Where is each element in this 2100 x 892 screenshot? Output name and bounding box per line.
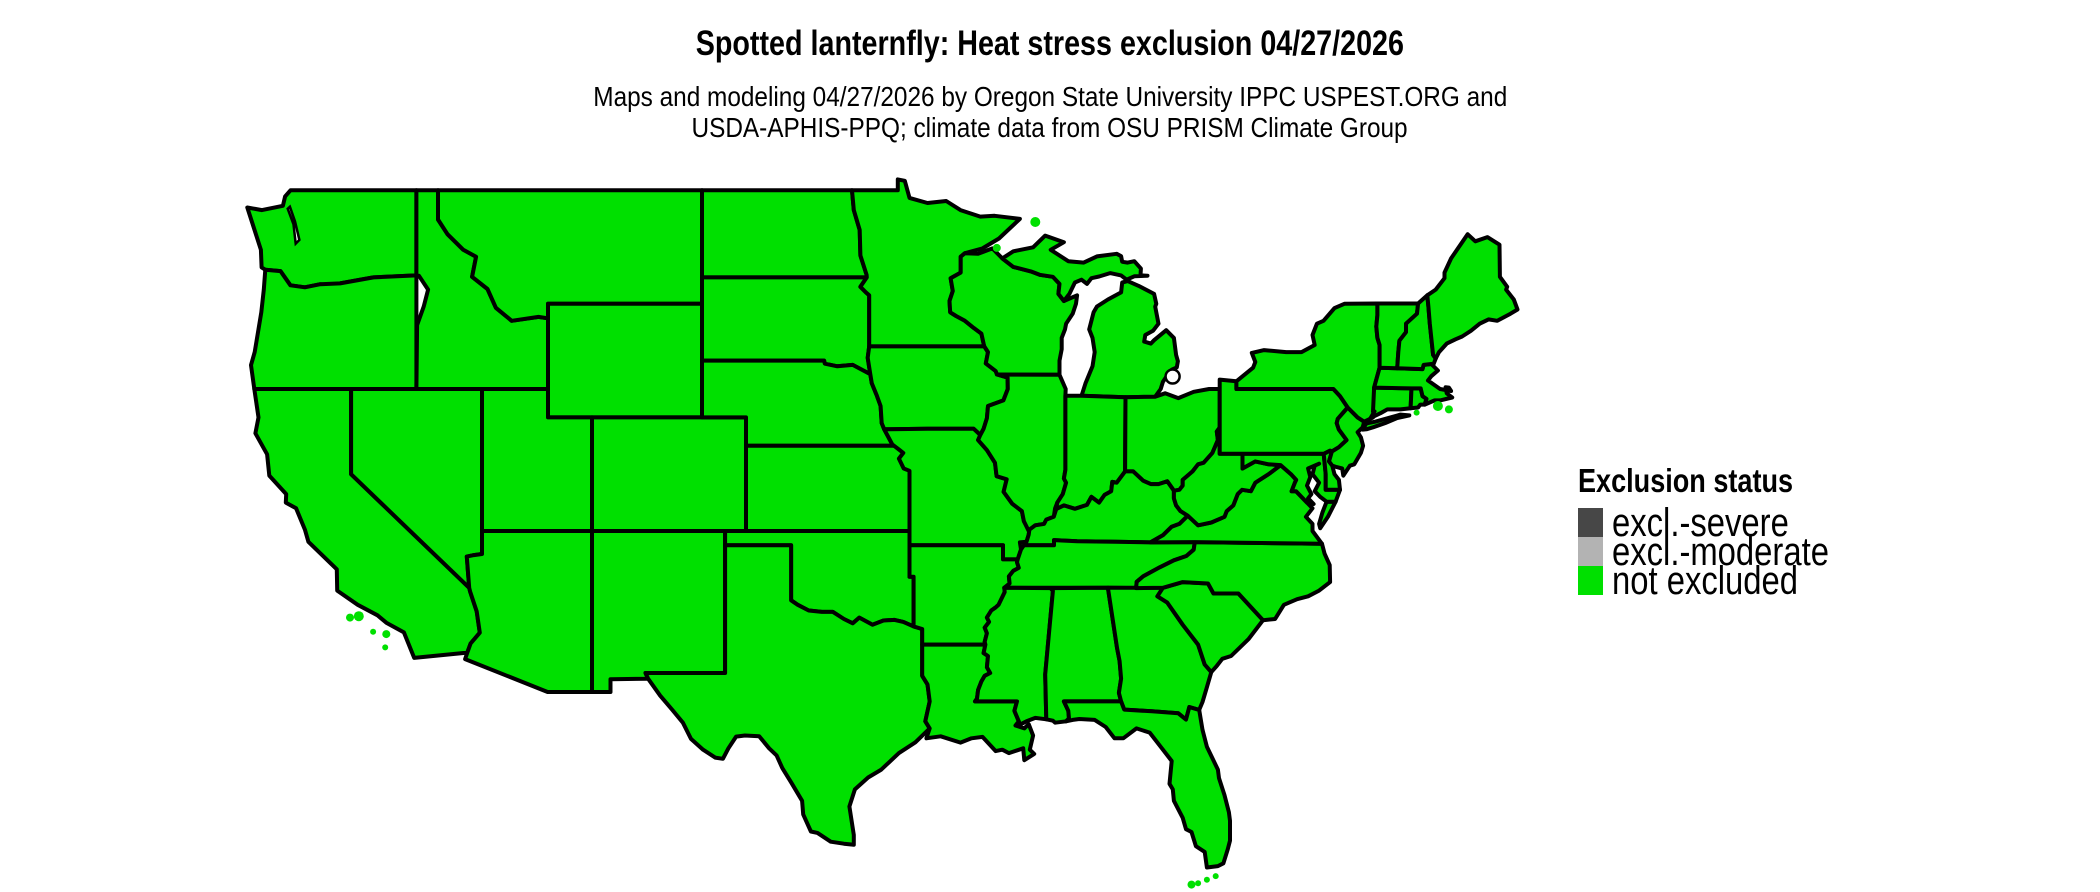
state-fl <box>1061 699 1232 870</box>
legend-item-severe: excl.-severe <box>1578 503 1877 543</box>
island-speck <box>1030 217 1041 227</box>
state-va <box>1317 499 1338 531</box>
island-speck <box>992 243 1001 252</box>
state-ny <box>1360 412 1412 432</box>
subtitle-line-1: Maps and modeling 04/27/2026 by Oregon S… <box>593 81 1507 112</box>
state-mi <box>1079 279 1180 400</box>
lake-st-clair-water <box>1164 368 1181 385</box>
state-wy <box>546 301 704 420</box>
moderate-swatch-icon <box>1578 537 1603 566</box>
not-excluded-swatch-icon <box>1578 566 1603 595</box>
island-speck <box>1444 405 1453 414</box>
state-me <box>1425 232 1520 361</box>
legend-item-not-excluded: not excluded <box>1578 561 1877 601</box>
state-md <box>1240 451 1342 506</box>
subtitle-line-2: USDA-APHIS-PPQ; climate data from OSU PR… <box>691 112 1409 143</box>
legend-label-not-excluded: not excluded <box>1612 558 1799 603</box>
state-nj <box>1327 405 1367 478</box>
page-title-text: Spotted lanternfly: Heat stress exclusio… <box>695 24 1405 63</box>
state-az <box>463 529 594 694</box>
island-speck <box>1413 409 1420 416</box>
island-speck <box>1203 876 1210 883</box>
state-co <box>590 415 748 533</box>
state-mi <box>1000 233 1150 303</box>
island-speck <box>1195 880 1202 887</box>
state-nc <box>1134 540 1333 623</box>
subtitle: Maps and modeling 04/27/2026 by Oregon S… <box>0 81 2100 143</box>
state-ms <box>973 585 1055 727</box>
state-tx <box>643 543 932 847</box>
island-speck <box>382 644 389 651</box>
severe-swatch-icon <box>1578 508 1603 537</box>
page-title: Spotted lanternfly: Heat stress exclusio… <box>0 26 2100 62</box>
island-speck <box>1187 880 1196 889</box>
island-speck <box>370 628 377 635</box>
puget-sound-water <box>286 204 301 247</box>
island-speck <box>1212 873 1219 880</box>
island-speck <box>346 613 354 622</box>
legend-label-severe: excl.-severe <box>1612 500 1789 545</box>
state-nd <box>700 188 869 280</box>
state-or <box>249 267 419 391</box>
state-nm <box>590 529 728 694</box>
legend-title: Exclusion status <box>1578 462 1794 499</box>
island-speck <box>382 630 391 639</box>
legend-item-moderate: excl.-moderate <box>1578 532 1877 572</box>
legend-label-moderate: excl.-moderate <box>1612 529 1829 574</box>
legend-rows: excl.-severe excl.-moderate not excluded <box>1578 503 1877 601</box>
legend: Exclusion status excl.-severe excl.-mode… <box>1578 462 1840 601</box>
state-ks <box>744 443 912 533</box>
island-speck <box>1432 401 1443 411</box>
island-speck <box>353 611 364 622</box>
